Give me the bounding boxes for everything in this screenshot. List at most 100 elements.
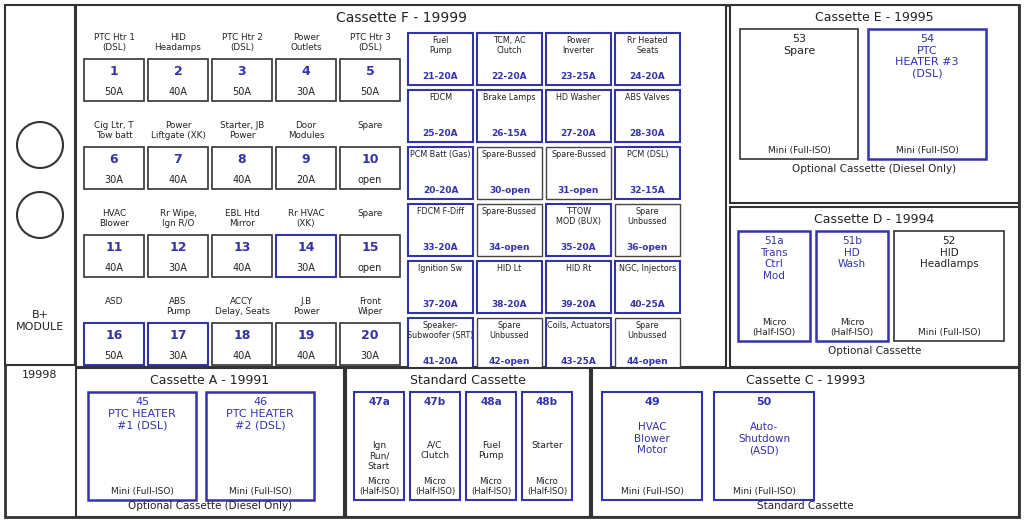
Text: 10: 10	[361, 153, 379, 166]
Text: PCM Batt (Gas): PCM Batt (Gas)	[411, 150, 471, 159]
Text: Power
Liftgate (XK): Power Liftgate (XK)	[151, 121, 206, 140]
Bar	[84, 323, 144, 365]
Bar	[76, 5, 726, 367]
Bar	[212, 59, 272, 101]
Text: 37-20A: 37-20A	[423, 300, 459, 309]
Text: 45
PTC HEATER
#1 (DSL): 45 PTC HEATER #1 (DSL)	[109, 397, 176, 430]
Bar	[592, 368, 1019, 517]
Text: 26-15A: 26-15A	[492, 129, 527, 138]
Text: Ign
Run/
Start: Ign Run/ Start	[368, 441, 390, 471]
Text: 3: 3	[238, 65, 247, 78]
Text: 48b: 48b	[536, 397, 558, 407]
Text: 51a
Trans
Ctrl
Mod: 51a Trans Ctrl Mod	[760, 236, 787, 281]
Text: 32-15A: 32-15A	[630, 186, 666, 195]
Text: EBL Htd
Mirror: EBL Htd Mirror	[224, 209, 259, 229]
Text: 30-open: 30-open	[488, 186, 530, 195]
Text: 30A: 30A	[104, 175, 124, 185]
Text: 40A: 40A	[232, 175, 252, 185]
Bar	[148, 235, 208, 277]
Text: 20-20A: 20-20A	[423, 186, 459, 195]
Text: 30A: 30A	[169, 351, 187, 361]
Bar	[206, 392, 314, 500]
Text: 17: 17	[169, 329, 186, 342]
Bar	[340, 59, 400, 101]
Text: Rr HVAC
(XK): Rr HVAC (XK)	[288, 209, 325, 229]
Text: Rr Wipe,
Ign R/O: Rr Wipe, Ign R/O	[160, 209, 197, 229]
Bar	[212, 147, 272, 189]
Text: 47a: 47a	[368, 397, 390, 407]
Bar	[477, 90, 542, 142]
Text: Starter, JB
Power: Starter, JB Power	[220, 121, 264, 140]
Bar	[730, 207, 1019, 367]
Text: 40A: 40A	[169, 175, 187, 185]
Text: 16: 16	[105, 329, 123, 342]
Text: 31-open: 31-open	[558, 186, 599, 195]
Text: 41-20A: 41-20A	[423, 357, 459, 366]
Text: PTC Htr 1
(DSL): PTC Htr 1 (DSL)	[93, 33, 134, 52]
Text: Spare
Unbussed: Spare Unbussed	[489, 321, 529, 340]
Bar	[615, 318, 680, 370]
Bar	[346, 368, 590, 517]
Text: 20: 20	[361, 329, 379, 342]
Text: 42-open: 42-open	[488, 357, 530, 366]
Text: 19: 19	[297, 329, 314, 342]
Text: Standard Cassette: Standard Cassette	[757, 501, 854, 511]
Bar	[408, 90, 473, 142]
Text: FDCM: FDCM	[429, 93, 452, 102]
Bar	[477, 33, 542, 85]
Text: Spare: Spare	[357, 209, 383, 218]
Text: Optional Cassette: Optional Cassette	[827, 346, 922, 356]
Text: 15: 15	[361, 241, 379, 254]
Text: 40-25A: 40-25A	[630, 300, 666, 309]
Text: Mini (Full-ISO): Mini (Full-ISO)	[228, 487, 292, 496]
Text: HID Rt: HID Rt	[566, 264, 591, 273]
Bar	[740, 29, 858, 159]
Text: Starter: Starter	[531, 441, 563, 450]
Text: FDCM F-Diff: FDCM F-Diff	[417, 207, 464, 216]
Text: Mini (Full-ISO): Mini (Full-ISO)	[896, 146, 958, 155]
Text: Mini (Full-ISO): Mini (Full-ISO)	[732, 487, 796, 496]
Text: HVAC
Blower
Motor: HVAC Blower Motor	[634, 422, 670, 455]
Text: Optional Cassette (Diesel Only): Optional Cassette (Diesel Only)	[793, 164, 956, 174]
Bar	[894, 231, 1004, 341]
Bar	[466, 392, 516, 500]
Text: Optional Cassette (Diesel Only): Optional Cassette (Diesel Only)	[128, 501, 292, 511]
Text: HID Lt: HID Lt	[498, 264, 521, 273]
Text: Micro
(Half-ISO): Micro (Half-ISO)	[830, 317, 873, 337]
Bar	[276, 323, 336, 365]
Bar	[276, 235, 336, 277]
Circle shape	[17, 122, 63, 168]
Text: Spare
Unbussed: Spare Unbussed	[628, 207, 668, 227]
Text: 39-20A: 39-20A	[560, 300, 596, 309]
Text: Spare-Bussed: Spare-Bussed	[551, 150, 606, 159]
Bar	[477, 204, 542, 256]
Bar	[276, 147, 336, 189]
Text: 23-25A: 23-25A	[560, 72, 596, 81]
Text: 12: 12	[169, 241, 186, 254]
Bar	[615, 204, 680, 256]
Text: Micro
(Half-ISO): Micro (Half-ISO)	[358, 477, 399, 496]
Text: Power
Inverter: Power Inverter	[562, 36, 595, 55]
Bar	[816, 231, 888, 341]
Text: Micro
(Half-ISO): Micro (Half-ISO)	[415, 477, 455, 496]
Text: Micro
(Half-ISO): Micro (Half-ISO)	[527, 477, 567, 496]
Text: 50A: 50A	[232, 87, 252, 97]
Text: 30A: 30A	[360, 351, 380, 361]
Bar	[730, 5, 1019, 203]
Text: 30A: 30A	[169, 263, 187, 273]
Text: 6: 6	[110, 153, 119, 166]
Bar	[408, 33, 473, 85]
Bar	[408, 261, 473, 313]
Text: 2: 2	[174, 65, 182, 78]
Text: NGC, Injectors: NGC, Injectors	[618, 264, 676, 273]
Text: 27-20A: 27-20A	[560, 129, 596, 138]
Text: 36-open: 36-open	[627, 243, 669, 252]
Text: 49: 49	[644, 397, 659, 407]
Text: B+
MODULE: B+ MODULE	[16, 310, 65, 331]
Text: HD Washer: HD Washer	[556, 93, 601, 102]
Text: ABS Valves: ABS Valves	[626, 93, 670, 102]
Text: 18: 18	[233, 329, 251, 342]
Text: 30A: 30A	[297, 263, 315, 273]
Text: Spare-Bussed: Spare-Bussed	[482, 207, 537, 216]
Text: 48a: 48a	[480, 397, 502, 407]
